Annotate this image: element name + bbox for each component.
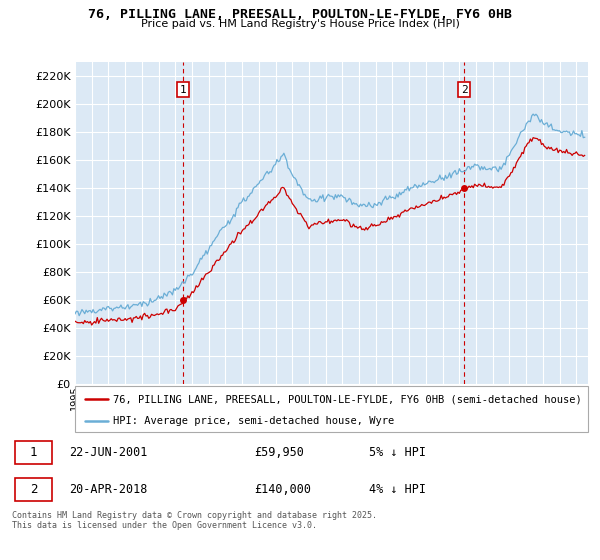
- Text: 5% ↓ HPI: 5% ↓ HPI: [369, 446, 426, 459]
- Text: 1: 1: [30, 446, 37, 459]
- FancyBboxPatch shape: [15, 478, 52, 501]
- Text: Contains HM Land Registry data © Crown copyright and database right 2025.
This d: Contains HM Land Registry data © Crown c…: [12, 511, 377, 530]
- Text: 4% ↓ HPI: 4% ↓ HPI: [369, 483, 426, 496]
- Text: 1: 1: [180, 85, 187, 95]
- Text: £59,950: £59,950: [254, 446, 304, 459]
- FancyBboxPatch shape: [15, 441, 52, 464]
- Text: 2: 2: [461, 85, 468, 95]
- Text: HPI: Average price, semi-detached house, Wyre: HPI: Average price, semi-detached house,…: [113, 416, 395, 426]
- Text: £140,000: £140,000: [254, 483, 311, 496]
- Text: 20-APR-2018: 20-APR-2018: [70, 483, 148, 496]
- Text: 2: 2: [30, 483, 37, 496]
- Text: 22-JUN-2001: 22-JUN-2001: [70, 446, 148, 459]
- Text: 76, PILLING LANE, PREESALL, POULTON-LE-FYLDE, FY6 0HB: 76, PILLING LANE, PREESALL, POULTON-LE-F…: [88, 8, 512, 21]
- Text: 76, PILLING LANE, PREESALL, POULTON-LE-FYLDE, FY6 0HB (semi-detached house): 76, PILLING LANE, PREESALL, POULTON-LE-F…: [113, 394, 582, 404]
- Text: Price paid vs. HM Land Registry's House Price Index (HPI): Price paid vs. HM Land Registry's House …: [140, 19, 460, 29]
